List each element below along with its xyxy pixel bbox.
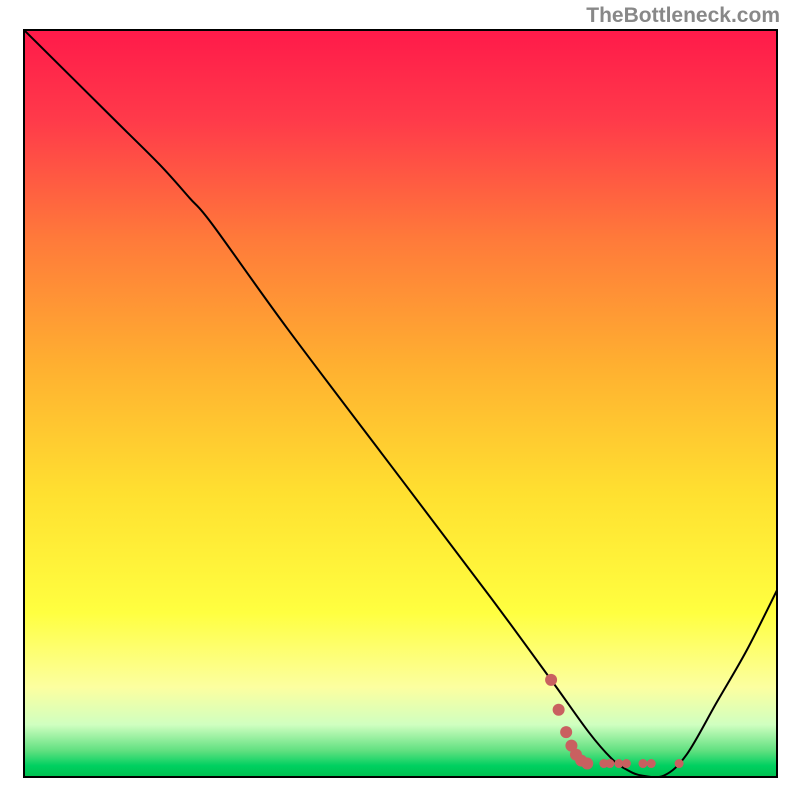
bottleneck-chart: [0, 0, 800, 800]
data-marker: [647, 759, 656, 768]
data-marker: [622, 759, 631, 768]
data-marker: [553, 704, 565, 716]
data-marker: [638, 759, 647, 768]
data-marker: [581, 758, 593, 770]
data-marker: [560, 726, 572, 738]
data-marker: [605, 759, 614, 768]
data-marker: [675, 759, 684, 768]
data-marker: [545, 674, 557, 686]
watermark-text: TheBottleneck.com: [586, 4, 780, 28]
